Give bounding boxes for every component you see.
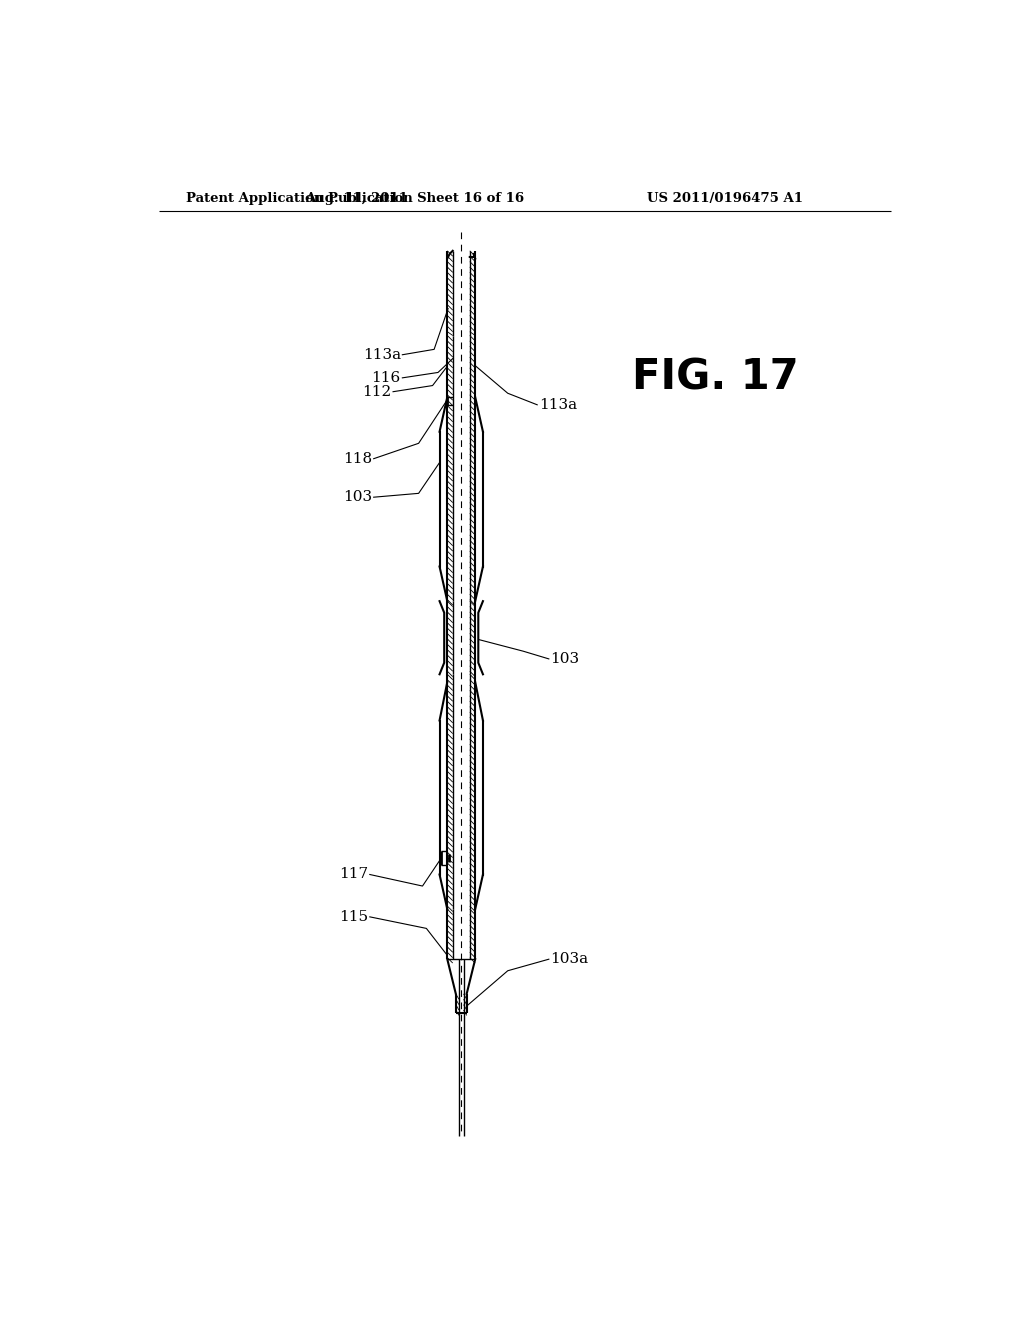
Text: 103: 103	[550, 652, 580, 665]
Text: Patent Application Publication: Patent Application Publication	[186, 191, 413, 205]
Text: 116: 116	[372, 371, 400, 385]
Text: 103: 103	[343, 490, 372, 504]
Text: 113a: 113a	[539, 397, 577, 412]
Text: Aug. 11, 2011  Sheet 16 of 16: Aug. 11, 2011 Sheet 16 of 16	[305, 191, 524, 205]
Text: 118: 118	[343, 451, 372, 466]
Text: US 2011/0196475 A1: US 2011/0196475 A1	[647, 191, 803, 205]
Text: 113a: 113a	[362, 347, 400, 362]
Text: 112: 112	[362, 384, 391, 399]
Text: 115: 115	[339, 909, 369, 924]
Text: FIG. 17: FIG. 17	[632, 356, 799, 399]
Text: 117: 117	[339, 867, 369, 882]
Text: 103a: 103a	[550, 952, 589, 966]
